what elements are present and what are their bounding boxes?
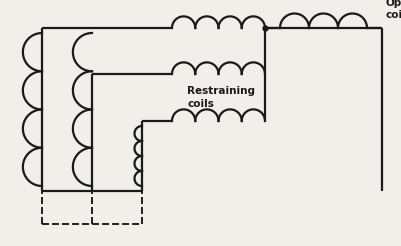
Text: Restraining
coils: Restraining coils: [187, 86, 255, 109]
Text: Operating
coil: Operating coil: [386, 0, 401, 20]
